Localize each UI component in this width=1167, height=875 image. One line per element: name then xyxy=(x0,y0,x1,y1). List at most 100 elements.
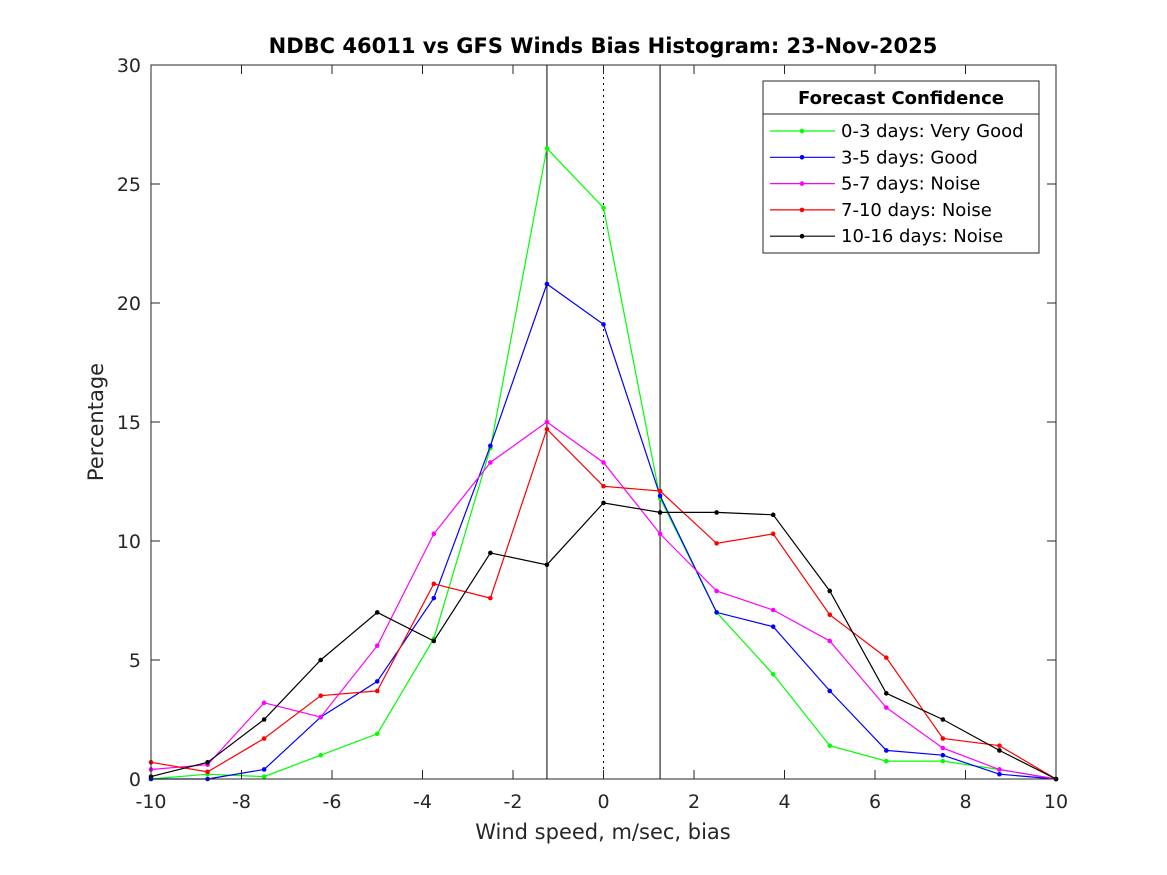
data-point xyxy=(884,705,889,710)
axis-ticks: -10 -8 -6 -4 -2 0 2 4 6 8 10 0 5 10 15 20 25 30 xyxy=(117,55,1068,813)
legend-label: 7-10 days: Noise xyxy=(841,200,992,221)
data-point xyxy=(997,771,1002,777)
legend-label: 5-7 days: Noise xyxy=(841,174,980,195)
data-point xyxy=(714,510,719,515)
data-point xyxy=(318,714,323,720)
x-tick-label: -2 xyxy=(504,791,523,813)
data-point xyxy=(770,624,776,629)
legend-entry-5: 10-16 days: Noise xyxy=(770,226,1003,247)
data-point xyxy=(431,581,437,587)
data-point xyxy=(997,743,1002,748)
data-point xyxy=(770,531,776,537)
y-tick-label: 5 xyxy=(129,650,141,672)
data-point xyxy=(827,588,833,594)
data-point xyxy=(940,745,946,751)
data-point xyxy=(431,531,437,537)
data-point xyxy=(884,758,889,764)
data-point xyxy=(714,610,719,615)
x-tick-label: -8 xyxy=(232,791,251,813)
data-point xyxy=(940,752,946,758)
legend-box xyxy=(762,80,1040,254)
x-tick-label: 2 xyxy=(688,791,700,813)
x-tick-label: 10 xyxy=(1044,791,1068,813)
x-tick-label: 4 xyxy=(778,791,790,813)
data-point xyxy=(544,426,550,432)
data-point xyxy=(544,419,550,425)
series-2 xyxy=(148,281,1059,782)
data-point xyxy=(714,588,719,594)
data-point xyxy=(770,607,776,613)
data-point xyxy=(544,562,550,568)
data-point xyxy=(601,322,606,327)
data-point xyxy=(374,688,380,694)
data-point xyxy=(827,638,833,644)
legend-swatch-marker xyxy=(799,233,805,239)
y-tick-label: 15 xyxy=(117,412,141,434)
x-tick-label: 8 xyxy=(959,791,971,813)
chart-title: NDBC 46011 vs GFS Winds Bias Histogram: … xyxy=(269,34,938,58)
data-point xyxy=(544,281,550,287)
x-tick-label: -10 xyxy=(135,791,166,813)
data-point xyxy=(488,595,493,601)
x-tick-label: 0 xyxy=(597,791,609,813)
y-tick-label: 30 xyxy=(117,55,141,77)
legend-entry-2: 3-5 days: Good xyxy=(770,147,978,168)
data-point xyxy=(884,655,889,660)
y-axis-label: Percentage xyxy=(84,363,108,481)
legend-swatch-marker xyxy=(799,181,805,186)
data-point xyxy=(884,691,889,696)
data-point xyxy=(374,643,380,649)
data-point xyxy=(261,774,267,779)
y-tick-label: 10 xyxy=(117,531,141,553)
data-point xyxy=(770,512,776,518)
legend-swatch-marker xyxy=(799,128,805,134)
data-point xyxy=(261,736,267,741)
data-point xyxy=(657,488,663,494)
data-point xyxy=(261,717,267,722)
data-point xyxy=(940,736,946,741)
data-point xyxy=(318,693,323,698)
legend-title: Forecast Confidence xyxy=(798,88,1004,109)
series-layer xyxy=(148,146,1059,782)
data-point xyxy=(657,493,663,499)
data-point xyxy=(601,460,606,465)
series-3 xyxy=(148,419,1059,782)
legend: Forecast Confidence 0-3 days: Very Good 3… xyxy=(762,80,1040,254)
legend-label: 3-5 days: Good xyxy=(841,147,978,168)
series-5 xyxy=(148,500,1059,782)
data-point xyxy=(827,688,833,694)
x-axis-label: Wind speed, m/sec, bias xyxy=(475,820,731,844)
data-point xyxy=(374,610,380,615)
y-tick-label: 20 xyxy=(117,293,141,315)
legend-swatch-marker xyxy=(799,155,805,160)
legend-entry-3: 5-7 days: Noise xyxy=(770,174,980,195)
data-point xyxy=(488,460,493,465)
data-point xyxy=(488,550,493,556)
data-point xyxy=(374,679,380,684)
data-point xyxy=(657,531,663,537)
legend-entries: 0-3 days: Very Good 3-5 days: Good 5-7 day… xyxy=(770,121,1024,247)
data-point xyxy=(261,700,267,706)
data-point xyxy=(601,483,606,489)
data-point xyxy=(714,541,719,546)
y-tick-label: 0 xyxy=(129,769,141,791)
data-point xyxy=(940,717,946,722)
data-point xyxy=(205,769,210,775)
data-point xyxy=(601,205,606,211)
data-point xyxy=(601,500,606,506)
data-point xyxy=(261,767,267,772)
data-point xyxy=(884,748,889,753)
data-point xyxy=(997,767,1002,772)
data-point xyxy=(318,657,323,663)
data-point xyxy=(374,731,380,737)
data-point xyxy=(431,638,437,644)
data-point xyxy=(827,612,833,618)
legend-label: 0-3 days: Very Good xyxy=(841,121,1024,142)
data-point xyxy=(997,748,1002,753)
y-tick-label: 25 xyxy=(117,174,141,196)
data-point xyxy=(940,758,946,764)
legend-label: 10-16 days: Noise xyxy=(841,226,1003,247)
legend-entry-1: 0-3 days: Very Good xyxy=(770,121,1024,142)
data-point xyxy=(318,752,323,758)
